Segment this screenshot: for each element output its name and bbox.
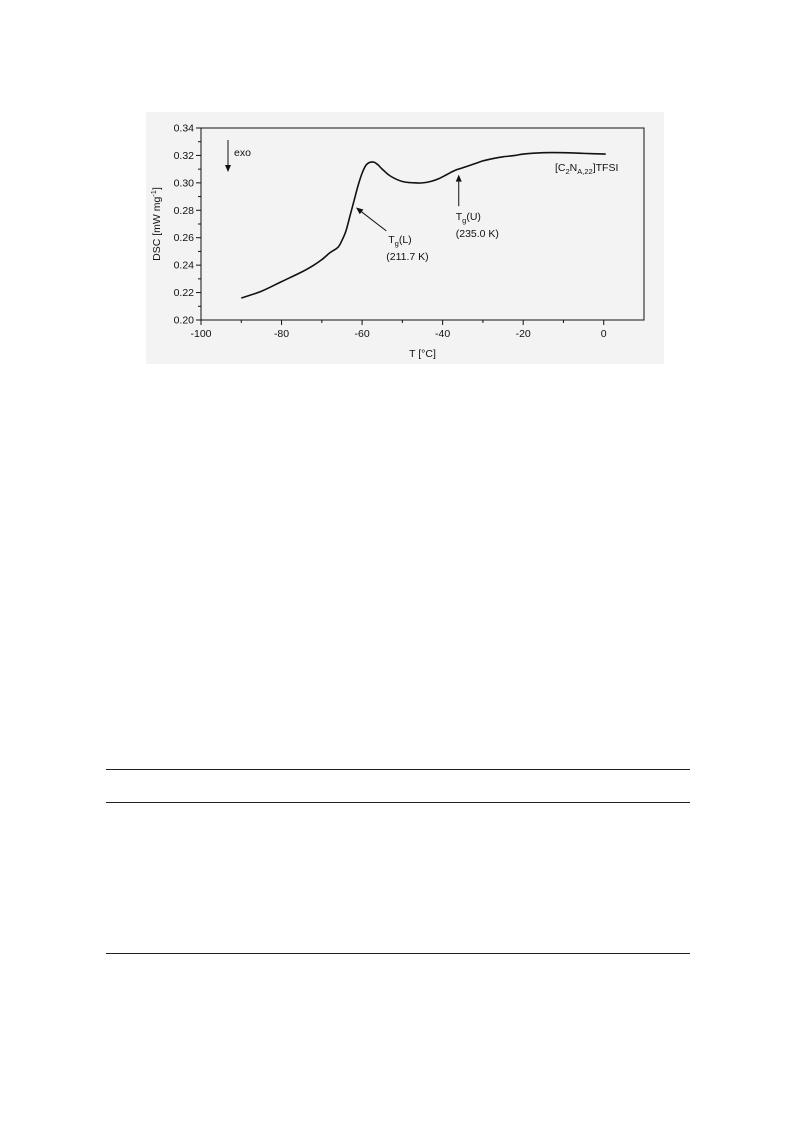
compound-sub1: 2 <box>566 167 570 176</box>
tg-lower-annotation: Tg(L) (211.7 K) <box>356 207 429 263</box>
x-tick-label: -40 <box>435 328 450 340</box>
y-tick-label: 0.26 <box>174 232 195 244</box>
x-tick-label: -80 <box>274 328 289 340</box>
y-tick-label: 0.34 <box>174 123 195 135</box>
table-header-rule <box>106 802 690 803</box>
tg-upper-label: Tg(U) <box>456 211 481 225</box>
y-title-sup: -1 <box>149 190 158 197</box>
compound-open: [C <box>555 162 566 174</box>
y-tick-label: 0.22 <box>174 287 195 299</box>
dsc-curve <box>241 151 606 299</box>
exo-arrow-icon <box>225 165 231 172</box>
x-tick-label: -20 <box>516 328 531 340</box>
compound-mid: N <box>570 162 578 174</box>
tg-lower-rest: (L) <box>399 234 412 246</box>
tg-lower-T: T <box>388 234 395 246</box>
y-tick-label: 0.20 <box>174 315 195 327</box>
x-tick-label: -100 <box>190 328 211 340</box>
y-tick-label: 0.32 <box>174 150 195 162</box>
plot-frame <box>200 127 645 321</box>
tg-lower-label: Tg(L) <box>388 234 411 248</box>
y-tick-label: 0.28 <box>174 205 195 217</box>
compound-close: ]TFSI <box>593 162 619 174</box>
x-axis-title: T [°C] <box>409 348 436 360</box>
dsc-chart: -100 -80 -60 -40 -20 0 0.20 0.22 0.24 0.26 0.28 0.3… <box>149 123 645 360</box>
table-bottom-rule <box>106 953 690 954</box>
chart-panel: -100 -80 -60 -40 -20 0 0.20 0.22 0.24 0.26 0.28 0.3… <box>146 112 664 364</box>
table-top-rule <box>106 769 690 770</box>
tick-labels: -100 -80 -60 -40 -20 0 0.20 0.22 0.24 0.26 0.28 0.3… <box>174 123 607 341</box>
tg-upper-arrow-icon <box>455 174 462 182</box>
tg-lower-sub: g <box>395 239 399 248</box>
tg-upper-rest: (U) <box>466 211 481 223</box>
major-ticks <box>196 127 605 325</box>
tg-upper-value: (235.0 K) <box>456 228 499 240</box>
tg-upper-annotation: Tg(U) (235.0 K) <box>455 174 499 240</box>
tg-upper-T: T <box>456 211 463 223</box>
y-tick-label: 0.30 <box>174 177 195 189</box>
exo-indicator: exo <box>225 140 251 172</box>
y-title-main: DSC [mW mg <box>151 197 163 261</box>
exo-label: exo <box>234 147 251 159</box>
y-axis-title: DSC [mW mg-1] <box>149 187 163 261</box>
minor-ticks <box>198 141 564 323</box>
x-tick-label: 0 <box>601 328 607 340</box>
compound-sub2: A,22 <box>577 167 592 176</box>
compound-label: [C2NA,22]TFSI <box>555 162 618 176</box>
y-tick-label: 0.24 <box>174 260 195 272</box>
tg-lower-arrow-icon <box>356 207 364 215</box>
x-tick-label: -60 <box>354 328 369 340</box>
tg-lower-value: (211.7 K) <box>386 251 428 263</box>
tg-lower-arrow-shaft <box>361 211 387 232</box>
y-title-close: ] <box>151 187 163 190</box>
tg-upper-sub: g <box>462 216 466 225</box>
